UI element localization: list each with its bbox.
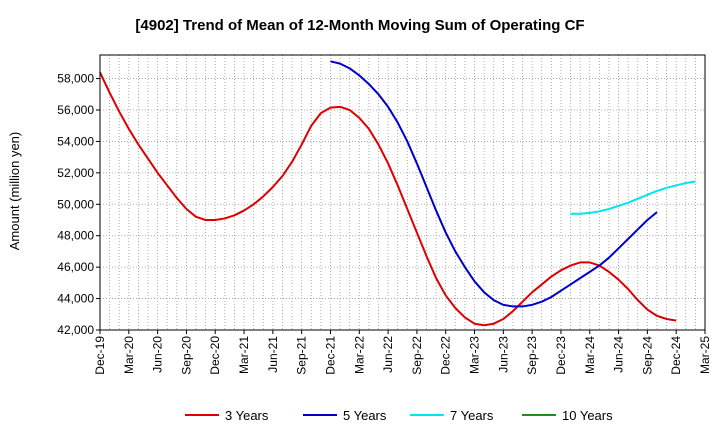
x-tick-label: Sep-24 [640, 336, 654, 375]
x-tick-label: Mar-20 [122, 336, 136, 374]
chart-title: [4902] Trend of Mean of 12-Month Moving … [135, 17, 584, 34]
x-tick-label: Dec-24 [669, 336, 683, 375]
x-tick-label: Sep-21 [295, 336, 309, 375]
x-tick-label: Jun-20 [151, 336, 165, 373]
x-tick-label: Dec-19 [93, 336, 107, 375]
x-axis: Dec-19 Mar-20 Jun-20 Sep-20 Dec-20 Mar-21 Jun-… [93, 330, 712, 375]
grid [100, 55, 705, 331]
series-line-3-years [99, 71, 677, 327]
x-tick-label: Mar-21 [237, 336, 251, 374]
x-tick-label: Mar-25 [698, 336, 712, 374]
x-tick-label: Mar-24 [583, 336, 597, 374]
plot-border [99, 54, 706, 331]
legend-label: 3 Years [225, 408, 269, 423]
x-tick-label: Dec-22 [439, 336, 453, 375]
y-tick-label: 52,000 [57, 166, 94, 180]
y-tick-label: 42,000 [57, 323, 94, 337]
x-tick-label: Dec-21 [323, 336, 337, 375]
x-tick-label: Mar-23 [468, 336, 482, 374]
y-tick-label: 58,000 [57, 72, 94, 86]
x-tick-label: Jun-21 [266, 336, 280, 373]
y-axis: 42,000 44,000 46,000 48,000 50,000 52,000 54,0… [57, 72, 100, 337]
legend: 3 Years 5 Years 7 Years 10 Years [185, 408, 613, 423]
series-layer [99, 60, 696, 327]
x-tick-label: Sep-22 [410, 336, 424, 375]
x-tick-label: Jun-24 [612, 336, 626, 373]
legend-label: 10 Years [562, 408, 613, 423]
plot-area [100, 55, 705, 330]
x-tick-label: Dec-20 [208, 336, 222, 375]
y-tick-label: 46,000 [57, 260, 94, 274]
x-tick-label: Mar-22 [352, 336, 366, 374]
legend-label: 5 Years [343, 408, 387, 423]
y-axis-label: Amount (million yen) [7, 132, 22, 251]
legend-label: 7 Years [450, 408, 494, 423]
y-tick-label: 44,000 [57, 292, 94, 306]
y-tick-label: 48,000 [57, 229, 94, 243]
series-line-7-years [570, 180, 696, 215]
y-tick-label: 50,000 [57, 197, 94, 211]
x-tick-label: Jun-23 [496, 336, 510, 373]
y-tick-label: 54,000 [57, 134, 94, 148]
y-tick-label: 56,000 [57, 103, 94, 117]
x-tick-label: Dec-23 [554, 336, 568, 375]
x-tick-label: Jun-22 [381, 336, 395, 373]
x-tick-label: Sep-23 [525, 336, 539, 375]
x-tick-label: Sep-20 [179, 336, 193, 375]
series-line-5-years [330, 60, 658, 308]
